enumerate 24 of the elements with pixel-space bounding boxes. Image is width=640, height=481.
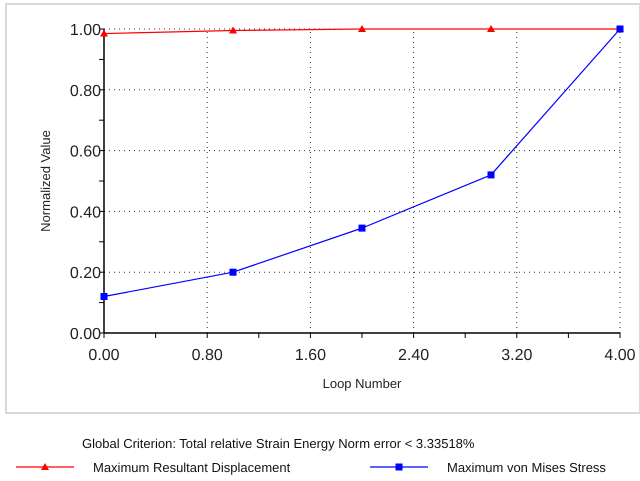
x-tick-label: 0.80 <box>192 347 223 364</box>
legend-label: Maximum Resultant Displacement <box>93 460 291 475</box>
point <box>488 171 494 178</box>
y-axis-title: Normalized Value <box>38 130 53 232</box>
y-tick-label: 0.00 <box>70 326 102 343</box>
x-tick-label: 3.20 <box>501 347 532 364</box>
point <box>100 293 108 300</box>
legend-label: Maximum von Mises Stress <box>447 460 606 475</box>
y-tick-label: 0.60 <box>70 144 102 161</box>
point <box>358 224 366 232</box>
point <box>229 26 237 34</box>
point <box>358 25 366 32</box>
text: Global Criterion: Total relative Strain Energy Norm error < 3.33518% <box>82 436 475 451</box>
point <box>487 25 495 32</box>
point <box>230 268 236 276</box>
x-tick-label: 4.00 <box>604 347 636 364</box>
x-axis-title: Loop Number <box>322 376 402 391</box>
y-tick-label: 0.20 <box>70 265 102 282</box>
y-tick-label: 1.00 <box>70 22 102 39</box>
y-tick-label: 0.40 <box>70 204 102 222</box>
x-tick-label: 1.60 <box>294 347 326 364</box>
x-tick-label: 2.40 <box>398 347 430 364</box>
y-tick-label: 0.80 <box>70 82 102 100</box>
x-tick-label: 0.00 <box>88 347 120 364</box>
